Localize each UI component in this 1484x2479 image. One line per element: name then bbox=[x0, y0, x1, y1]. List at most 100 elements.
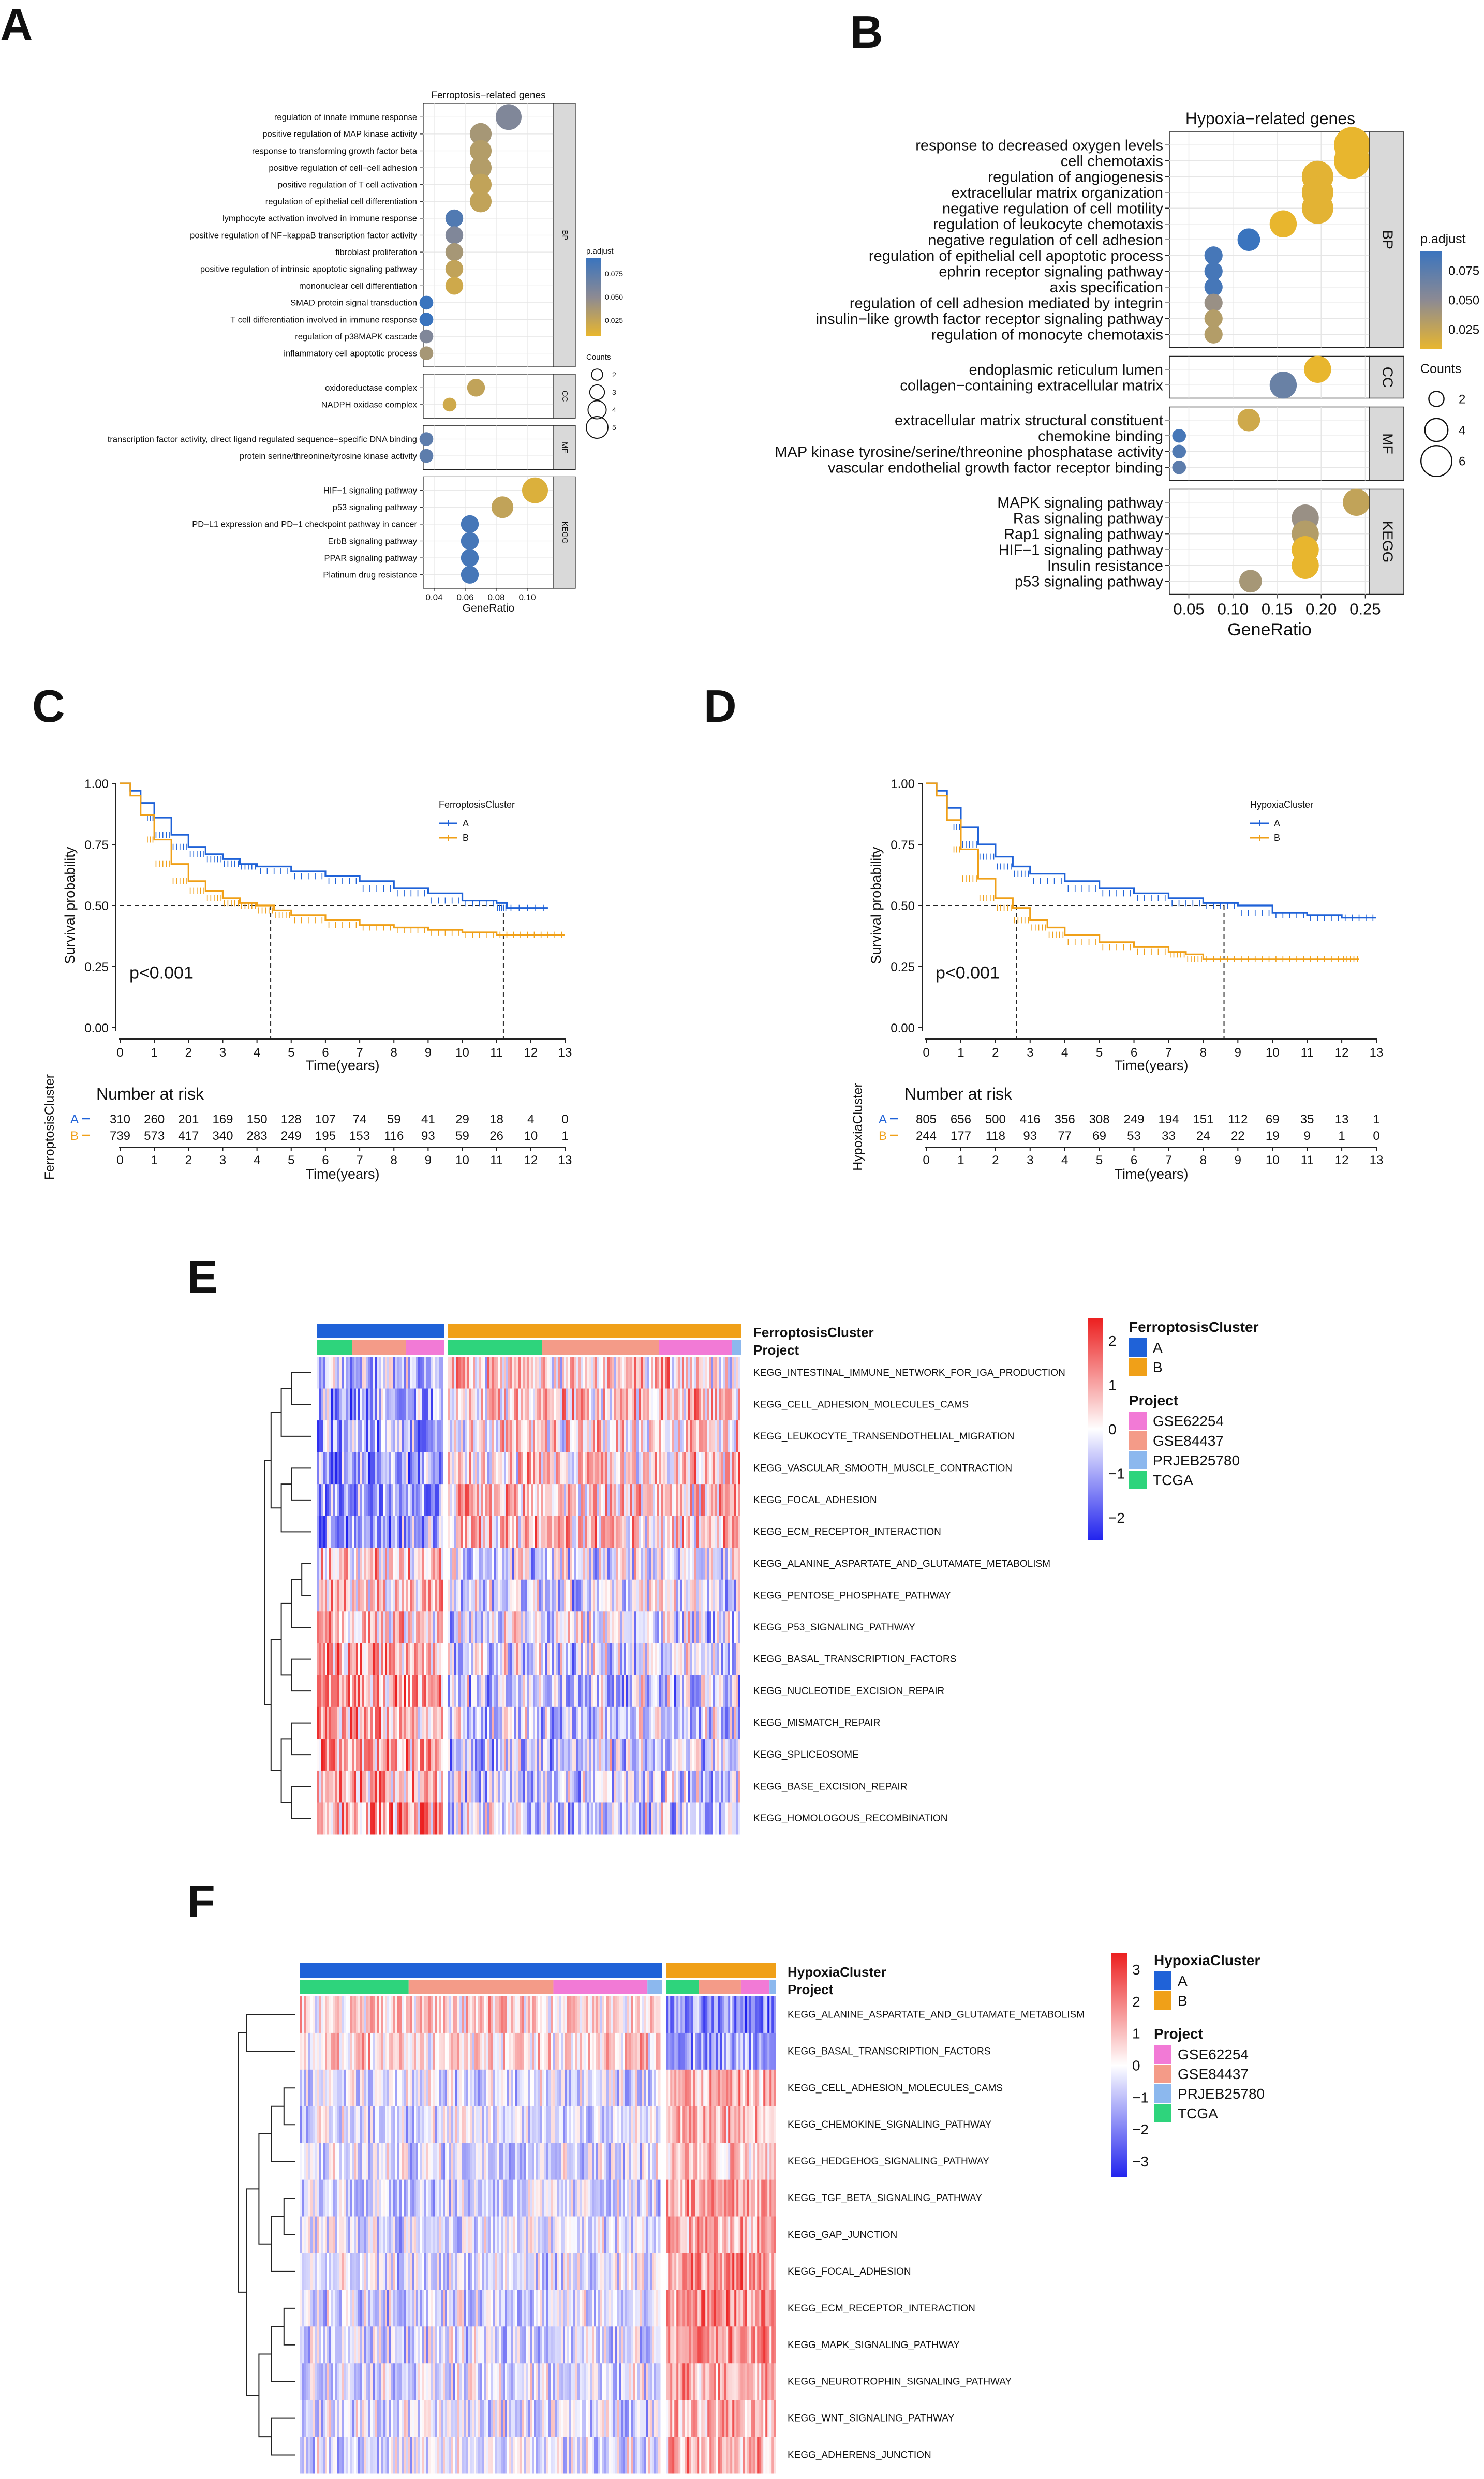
heatmap-cell bbox=[329, 1739, 332, 1771]
heatmap-cell bbox=[317, 1516, 319, 1548]
heatmap-cell bbox=[373, 1739, 375, 1771]
heatmap-cell bbox=[597, 1706, 600, 1739]
heatmap-cell bbox=[548, 2179, 551, 2217]
heatmap-cell bbox=[661, 1357, 664, 1389]
heatmap-cell bbox=[545, 1802, 548, 1835]
heatmap-cell bbox=[391, 1611, 394, 1644]
heatmap-cell bbox=[406, 2106, 408, 2144]
heatmap-cell bbox=[568, 1739, 571, 1771]
heatmap-cell bbox=[327, 1579, 330, 1612]
heatmap-cell bbox=[602, 2179, 605, 2217]
heatmap-cell bbox=[533, 1388, 536, 1421]
heatmap-cell bbox=[362, 1548, 365, 1580]
heatmap-cell bbox=[344, 1452, 346, 1485]
heatmap-cell bbox=[422, 2032, 425, 2070]
heatmap-cell bbox=[373, 1484, 375, 1517]
heatmap-cell bbox=[461, 1706, 463, 1739]
heatmap-cell bbox=[426, 1739, 429, 1771]
heatmap-cell bbox=[433, 1388, 435, 1421]
heatmap-cell bbox=[514, 1643, 517, 1675]
heatmap-cell bbox=[333, 2253, 336, 2290]
heatmap-cell bbox=[567, 2106, 570, 2144]
heatmap-cell bbox=[636, 1802, 639, 1835]
heatmap-cell bbox=[408, 2143, 410, 2180]
heatmap-cell bbox=[450, 1611, 453, 1644]
x-tick-label: 0.06 bbox=[456, 592, 473, 602]
heatmap-cell bbox=[379, 1770, 381, 1803]
heatmap-cell bbox=[482, 2106, 485, 2144]
heatmap-cell bbox=[585, 1357, 587, 1389]
heatmap-cell bbox=[502, 1452, 504, 1485]
heatmap-cell bbox=[393, 1452, 396, 1485]
heatmap-cell bbox=[654, 1996, 657, 2033]
heatmap-cell bbox=[601, 1548, 604, 1580]
heatmap-cell bbox=[383, 1452, 385, 1485]
heatmap-cell bbox=[564, 1643, 567, 1675]
heatmap-cell bbox=[533, 1579, 536, 1612]
heatmap-cell bbox=[412, 1706, 414, 1739]
heatmap-cell bbox=[707, 1643, 709, 1675]
heatmap-cell bbox=[381, 2106, 383, 2144]
heatmap-cell bbox=[656, 2069, 659, 2107]
heatmap-cell bbox=[622, 1516, 625, 1548]
heatmap-cell bbox=[431, 2216, 433, 2253]
heatmap-cell bbox=[615, 2143, 617, 2180]
heatmap-cell bbox=[418, 1516, 421, 1548]
heatmap-cell bbox=[350, 1675, 352, 1708]
heatmap-cell bbox=[317, 1357, 319, 1389]
heatmap-cell bbox=[464, 2179, 466, 2217]
heatmap-cell bbox=[494, 1484, 496, 1517]
heatmap-cell bbox=[670, 1388, 672, 1421]
heatmap-cell bbox=[645, 1420, 647, 1453]
heatmap-cell bbox=[408, 1643, 410, 1675]
heatmap-cell bbox=[690, 1420, 693, 1453]
heatmap-cell bbox=[439, 1996, 441, 2033]
heatmap-cell bbox=[313, 2032, 315, 2070]
heatmap-cell bbox=[674, 1516, 676, 1548]
heatmap-cell bbox=[586, 2106, 588, 2144]
heatmap-cell bbox=[387, 1516, 390, 1548]
heatmap-cell bbox=[667, 1770, 670, 1803]
heatmap-cell bbox=[348, 2216, 350, 2253]
colorbar-tick-label: 0 bbox=[1108, 1421, 1117, 1437]
panel-label-b: B bbox=[850, 6, 883, 57]
heatmap-cell bbox=[327, 1357, 330, 1389]
heatmap-cell bbox=[715, 1739, 718, 1771]
heatmap-cell bbox=[711, 1516, 714, 1548]
heatmap-cell bbox=[555, 2032, 557, 2070]
heatmap-cell bbox=[493, 2106, 495, 2144]
heatmap-cell bbox=[331, 2106, 334, 2144]
heatmap-cell bbox=[321, 2216, 323, 2253]
dot-bp bbox=[419, 295, 434, 310]
heatmap-cell bbox=[682, 1452, 685, 1485]
heatmap-cell bbox=[517, 2106, 520, 2144]
term-label: lymphocyte activation involved in immune… bbox=[222, 214, 417, 224]
heatmap-cell bbox=[526, 2216, 528, 2253]
heatmap-cell bbox=[516, 1643, 519, 1675]
heatmap-cell bbox=[654, 2106, 657, 2144]
heatmap-cell bbox=[414, 1484, 417, 1517]
heatmap-cell bbox=[616, 1357, 618, 1389]
heatmap-cell bbox=[445, 2069, 448, 2107]
heatmap-cell bbox=[362, 1770, 365, 1803]
heatmap-cell bbox=[699, 1611, 701, 1644]
heatmap-cell bbox=[483, 1706, 486, 1739]
heatmap-cell bbox=[465, 1675, 467, 1708]
facet-strip-label: BP bbox=[1380, 230, 1396, 249]
heatmap-cell bbox=[348, 1357, 350, 1389]
heatmap-cell bbox=[680, 1706, 682, 1739]
heatmap-cell bbox=[585, 1579, 587, 1612]
heatmap-cell bbox=[663, 1484, 666, 1517]
heatmap-cell bbox=[420, 1548, 423, 1580]
heatmap-cell bbox=[542, 2069, 545, 2107]
heatmap-cell bbox=[383, 1484, 385, 1517]
heatmap-cell bbox=[397, 1770, 400, 1803]
heatmap-cell bbox=[537, 1357, 540, 1389]
heatmap-cell bbox=[524, 2032, 526, 2070]
heatmap-cell bbox=[725, 1802, 728, 1835]
heatmap-cell bbox=[489, 1706, 492, 1739]
heatmap-cell bbox=[377, 1548, 379, 1580]
heatmap-cell bbox=[672, 1548, 674, 1580]
heatmap-cell bbox=[589, 1452, 591, 1485]
dot-kegg bbox=[1343, 488, 1370, 516]
